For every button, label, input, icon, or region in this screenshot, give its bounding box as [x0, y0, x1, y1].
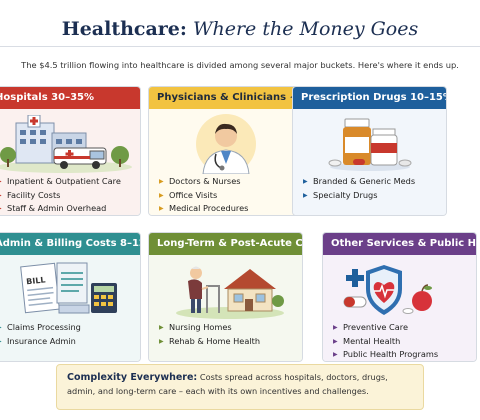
- list-item: ▶Insurance Admin: [0, 335, 76, 346]
- callout-box: Complexity Everywhere: Costs spread acro…: [56, 364, 424, 410]
- card-longterm-title: Long-Term & Post-Acute Care 5–10%: [149, 233, 302, 255]
- card-hospitals-title: Hospitals 30–35%: [0, 87, 140, 109]
- list-item: ▶ Mental Health: [333, 335, 401, 346]
- hospital-ambulance-icon: [0, 113, 134, 175]
- page-title: Healthcare: Where the Money Goes: [0, 18, 480, 40]
- title-bold: Healthcare:: [61, 18, 187, 40]
- card-other-services: Other Services & Public Health ~10% ▶Pre…: [322, 232, 477, 362]
- list-item: ▶ Specialty Drugs: [303, 189, 378, 200]
- list-item: ▶ Preventive Care: [333, 322, 409, 332]
- card-other-title: Other Services & Public Health ~10%: [323, 233, 476, 255]
- list-item: ▶Facility Costs: [0, 189, 61, 200]
- card-admin-title: Admin & Billing Costs 8–12%: [0, 233, 140, 255]
- card-physicians: Physicians & Clinicians ~20% ▶Doctors & …: [148, 86, 303, 216]
- card-physicians-title: Physicians & Clinicians ~20%: [149, 87, 302, 109]
- svg-text:BILL: BILL: [25, 275, 45, 286]
- title-divider: [0, 46, 480, 47]
- list-item: ▶ Medical Procedures: [159, 203, 249, 213]
- doctor-icon: [155, 113, 296, 175]
- intro-text: The $4.5 trillion flowing into healthcar…: [21, 60, 459, 70]
- list-item: ▶ Branded & Generic Meds: [303, 176, 416, 186]
- list-item: ▶Staff & Admin Overhead: [0, 203, 107, 213]
- list-item: ▶Inpatient & Outpatient Care: [0, 176, 121, 186]
- title-italic: Where the Money Goes: [192, 18, 419, 40]
- list-item: ▶ Office Visits: [159, 189, 218, 200]
- card-admin-billing: Admin & Billing Costs 8–12% BILL: [0, 232, 141, 362]
- card-drugs-title: Prescription Drugs 10–15%: [293, 87, 446, 109]
- callout-label: Complexity Everywhere:: [67, 372, 198, 383]
- bill-calculator-icon: BILL: [0, 259, 134, 321]
- list-item: ▶ Nursing Homes: [159, 322, 232, 332]
- list-item: ▶ Doctors & Nurses: [159, 176, 241, 186]
- pill-bottles-icon: [299, 113, 440, 175]
- list-item: ▶ Public Health Programs: [333, 349, 439, 359]
- shield-heart-icon: [329, 259, 470, 321]
- elderly-home-icon: [155, 259, 296, 321]
- list-item: ▶ Rehab & Home Health: [159, 335, 261, 346]
- card-long-term-care: Long-Term & Post-Acute Care 5–10%: [148, 232, 303, 362]
- card-prescription-drugs: Prescription Drugs 10–15% ▶ Branded & Gen…: [292, 86, 447, 216]
- card-hospitals: Hospitals 30–35%: [0, 86, 141, 216]
- callout-text: Costs spread across hospitals, doctors, …: [67, 372, 388, 396]
- list-item: ▶Claims Processing: [0, 322, 81, 332]
